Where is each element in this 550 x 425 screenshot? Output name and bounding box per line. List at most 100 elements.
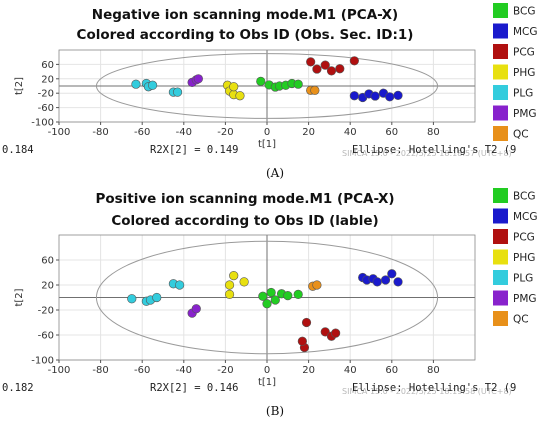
footer-left-value: 0.184 [2,144,34,156]
x-tick-label: -40 [176,365,192,376]
y-tick-label: 60 [41,256,54,267]
point-qc [310,85,320,95]
point-pcg [335,64,345,74]
point-mcg [349,91,359,101]
chart-subtitle: Colored according to Obs ID (Obs. Sec. I… [77,27,414,43]
point-phg [224,289,235,299]
point-pmg [193,74,203,84]
y-tick-label: 20 [41,74,54,85]
x-tick-label: 40 [344,365,357,376]
ellipse-readout: Ellipse: Hotelling's T2 (9 [352,382,516,394]
hotelling-ellipse [95,53,439,119]
x-tick-label: -60 [134,365,150,376]
legend-swatch-bcg [493,3,508,18]
y-tick-label: -100 [31,118,54,129]
point-mcg [370,91,380,101]
panel-b-positive-ion: Positive ion scanning mode.M1 (PCA-X) Co… [2,188,538,418]
point-plg [148,80,158,90]
chart-subtitle: Colored according to Obs ID (lable) [111,213,378,229]
legend-label-phg: PHG [513,67,535,79]
point-bcg [270,295,280,305]
point-pcg [326,66,337,76]
point-plg [152,292,162,303]
point-plg [175,280,185,290]
legend-swatch-pmg [493,105,508,121]
legend-label-pcg: PCG [513,232,535,244]
legend-label-phg: PHG [513,252,535,264]
legend-label-qc: QC [513,314,529,326]
y-tick-label: 20 [41,281,54,292]
x-tick-label: 20 [302,127,315,138]
y-tick-label: -20 [38,306,54,317]
point-phg [224,280,235,290]
x-tick-label: -100 [48,365,71,376]
panel-label: (A) [266,166,284,180]
point-bcg [256,76,266,86]
legend-label-pmg: PMG [513,293,537,305]
point-bcg [293,79,303,89]
point-pcg [297,336,307,346]
y-axis-label: t[2] [14,77,25,95]
point-phg [229,82,239,92]
point-phg [239,277,249,287]
y-tick-label: -60 [38,331,54,342]
x-tick-label: 40 [344,127,357,138]
point-pcg [349,56,359,66]
point-plg [172,87,183,97]
legend-swatch-phg [493,64,508,80]
legend-swatch-phg [493,249,508,265]
point-pmg [191,304,201,314]
footer-left-value: 0.182 [2,382,34,394]
x-tick-label: 20 [302,365,315,376]
r2x-readout: R2X[2] = 0.146 [150,382,239,394]
legend-swatch-qc [493,126,508,141]
point-pcg [306,57,316,67]
chart-title: Positive ion scanning mode.M1 (PCA-X) [95,191,394,207]
legend-label-mcg: MCG [513,26,538,38]
legend-label-bcg: BCG [513,191,536,203]
x-tick-label: -80 [92,127,108,138]
y-tick-label: 60 [41,60,54,71]
point-mcg [385,92,395,102]
legend-swatch-mcg [493,208,508,224]
point-phg [235,91,245,101]
point-bcg [283,291,293,301]
x-tick-label: -20 [217,365,233,376]
panel-a-negative-ion: Negative ion scanning mode.M1 (PCA-X) Co… [2,3,538,180]
ellipse-readout: Ellipse: Hotelling's T2 (9 [352,144,516,156]
point-mcg [387,269,397,279]
x-tick-label: 80 [427,127,440,138]
legend-label-pmg: PMG [513,108,537,120]
point-mcg [372,277,382,287]
legend-swatch-pcg [493,44,508,59]
point-bcg [266,287,276,298]
point-pcg [312,64,322,74]
x-tick-label: -80 [92,365,108,376]
x-tick-label: -100 [48,127,71,138]
legend-swatch-pmg [493,290,508,306]
point-bcg [258,291,268,301]
legend-swatch-plg [493,270,508,285]
plot-area: -100 -80 -60 -40 -20 0 20 40 60 80 60 20 -20 -60 -100 t… [14,234,476,388]
legend-swatch-mcg [493,23,508,39]
point-plg [127,294,137,304]
legend-swatch-bcg [493,188,508,203]
legend-label-qc: QC [513,129,529,141]
point-pcg [320,60,330,70]
panel-label: (B) [266,404,284,418]
point-mcg [393,277,403,287]
legend: BCG MCG PCG PHG PLG PMG QC [493,3,538,141]
x-tick-label: 60 [385,365,398,376]
r2x-readout: R2X[2] = 0.149 [150,144,239,156]
point-bcg [262,299,272,309]
x-tick-label: -20 [217,127,233,138]
point-phg [229,271,239,281]
legend-swatch-qc [493,311,508,326]
simca-watermark: SIMCA 15.0 - 2022/5/25 18:19:58 (UTC+8) [342,387,512,396]
x-tick-label: -40 [176,127,192,138]
point-mcg [393,90,403,100]
legend-label-mcg: MCG [513,211,538,223]
plot-area: -100 -80 -60 -40 -20 0 20 40 60 80 60 20 -20 -60 -100 t… [14,49,476,150]
x-axis-label: t[1] [258,139,276,150]
